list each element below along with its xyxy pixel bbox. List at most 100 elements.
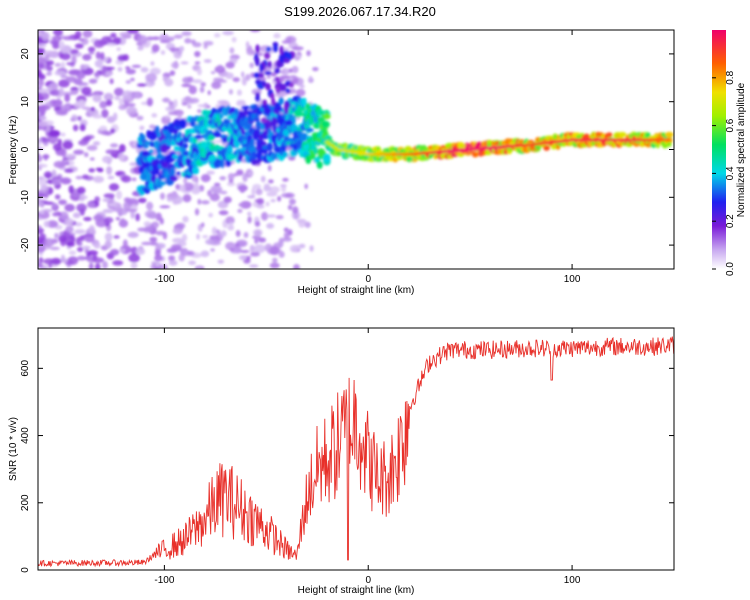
- noise-blob: [182, 76, 192, 84]
- noise-blob: [82, 53, 92, 61]
- noise-blob: [53, 160, 66, 169]
- noise-blob: [173, 49, 182, 59]
- noise-blob: [238, 255, 248, 261]
- noise-blob: [171, 190, 178, 198]
- noise-blob: [254, 221, 261, 227]
- noise-blob: [277, 195, 282, 202]
- noise-blob: [83, 152, 89, 158]
- noise-blob: [139, 125, 145, 131]
- noise-blob: [52, 202, 58, 210]
- noise-blob: [151, 44, 160, 53]
- noise-blob: [38, 153, 41, 162]
- noise-blob: [172, 227, 183, 235]
- noise-blob: [107, 175, 115, 180]
- noise-blob: [75, 175, 83, 180]
- noise-blob: [266, 223, 275, 229]
- signal-blob: [259, 63, 264, 73]
- signal-blob: [320, 120, 330, 129]
- noise-blob: [55, 110, 68, 116]
- noise-blob: [304, 221, 311, 228]
- signal-blob: [285, 88, 291, 93]
- signal-blob: [275, 76, 281, 86]
- noise-blob: [42, 50, 55, 55]
- noise-blob: [151, 36, 160, 41]
- noise-blob: [241, 71, 245, 78]
- x-tick-label: 0: [365, 575, 371, 586]
- noise-blob: [218, 210, 229, 216]
- signal-blob: [276, 105, 283, 112]
- noise-blob: [217, 64, 224, 71]
- noise-blob: [58, 87, 65, 97]
- noise-blob: [281, 185, 287, 193]
- noise-blob: [41, 31, 50, 41]
- noise-blob: [160, 192, 165, 200]
- noise-blob: [135, 213, 140, 222]
- noise-blob: [189, 97, 200, 104]
- noise-blob: [228, 88, 233, 95]
- noise-blob: [52, 178, 60, 186]
- signal-blob: [176, 171, 181, 176]
- noise-blob: [237, 208, 243, 214]
- noise-blob: [38, 196, 41, 203]
- noise-blob: [213, 33, 221, 38]
- noise-blob: [210, 71, 216, 75]
- signal-blob: [606, 132, 613, 138]
- signal-blob: [212, 132, 222, 138]
- noise-blob: [154, 254, 163, 262]
- x-tick-label: 100: [564, 575, 581, 586]
- signal-blob: [261, 134, 270, 140]
- signal-blob: [270, 117, 278, 128]
- noise-blob: [101, 109, 109, 118]
- colorbar-tick-label: 0.2: [725, 214, 736, 228]
- noise-blob: [86, 145, 98, 151]
- noise-blob: [118, 98, 124, 106]
- noise-blob: [43, 258, 55, 265]
- noise-blob: [203, 59, 212, 63]
- noise-blob: [118, 104, 127, 111]
- noise-blob: [68, 185, 74, 194]
- y-tick-label: 0: [20, 146, 31, 152]
- noise-blob: [100, 52, 105, 61]
- noise-blob: [88, 168, 96, 173]
- signal-blob: [261, 99, 268, 106]
- noise-blob: [64, 168, 74, 173]
- noise-blob: [175, 222, 186, 229]
- noise-blob: [131, 177, 137, 182]
- noise-blob: [217, 259, 225, 264]
- noise-blob: [54, 194, 61, 200]
- noise-blob: [306, 50, 311, 57]
- noise-blob: [74, 30, 82, 39]
- noise-blob: [132, 92, 142, 98]
- noise-blob: [78, 38, 85, 42]
- x-tick-label: 0: [365, 274, 371, 285]
- colorbar-tick-label: 0.0: [725, 262, 736, 276]
- signal-blob: [666, 141, 672, 147]
- signal-blob: [277, 117, 284, 126]
- noise-blob: [92, 141, 101, 146]
- noise-blob: [249, 62, 254, 69]
- noise-blob: [84, 234, 95, 243]
- noise-blob: [288, 198, 296, 205]
- signal-blob: [170, 176, 178, 182]
- noise-blob: [45, 72, 52, 76]
- noise-blob: [181, 233, 188, 242]
- noise-blob: [159, 40, 171, 44]
- signal-blob: [255, 92, 261, 97]
- noise-blob: [105, 71, 114, 76]
- noise-blob: [312, 67, 319, 72]
- signal-blob: [263, 148, 268, 155]
- noise-blob: [229, 47, 235, 54]
- signal-blob: [283, 102, 289, 113]
- noise-blob: [205, 239, 214, 245]
- noise-blob: [196, 266, 202, 269]
- noise-blob: [46, 220, 59, 228]
- noise-blob: [68, 250, 77, 256]
- noise-blob: [195, 176, 199, 184]
- noise-blob: [65, 225, 74, 234]
- noise-blob: [278, 239, 284, 248]
- signal-blob: [255, 44, 260, 54]
- noise-blob: [66, 62, 76, 66]
- noise-blob: [269, 262, 280, 269]
- noise-blob: [169, 70, 176, 76]
